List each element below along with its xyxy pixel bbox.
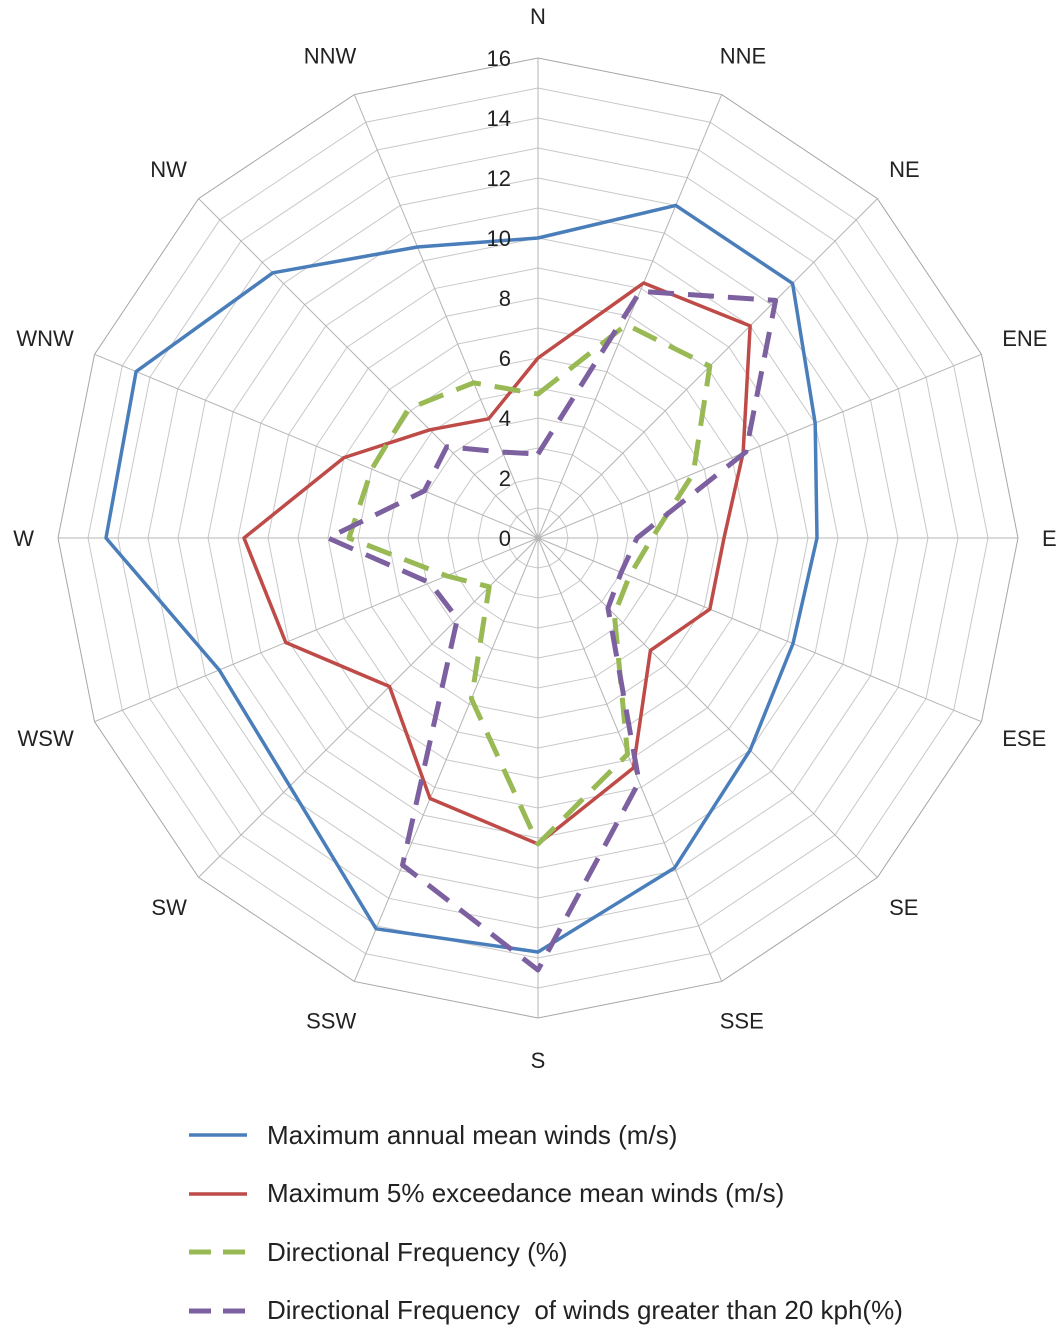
direction-label-w: W bbox=[13, 526, 34, 551]
direction-label-ene: ENE bbox=[1002, 326, 1047, 351]
radial-tick-label: 16 bbox=[487, 46, 511, 71]
direction-label-e: E bbox=[1042, 526, 1057, 551]
grid-spoke bbox=[95, 538, 538, 722]
direction-label-ese: ESE bbox=[1002, 726, 1046, 751]
radial-tick-label: 2 bbox=[499, 466, 511, 491]
direction-label-sse: SSE bbox=[720, 1008, 764, 1033]
series-line-2 bbox=[244, 283, 750, 844]
legend: Maximum annual mean winds (m/s) Maximum 5… bbox=[185, 1106, 903, 1340]
direction-label-se: SE bbox=[889, 895, 918, 920]
direction-label-ssw: SSW bbox=[306, 1008, 356, 1033]
legend-item-2: Maximum 5% exceedance mean winds (m/s) bbox=[185, 1165, 903, 1224]
direction-label-nnw: NNW bbox=[304, 44, 357, 69]
legend-label: Maximum annual mean winds (m/s) bbox=[267, 1120, 677, 1151]
legend-swatch-1 bbox=[185, 1120, 251, 1150]
series-line-4 bbox=[328, 291, 776, 970]
radial-tick-label: 14 bbox=[487, 106, 511, 131]
grid-spoke bbox=[538, 95, 722, 538]
direction-label-ne: NE bbox=[889, 157, 920, 182]
direction-label-nw: NW bbox=[150, 157, 187, 182]
radial-tick-label: 4 bbox=[499, 406, 511, 431]
radar-chart: 0 2 4 6 8 10 12 14 16 N NNE NE ENE E ESE SE SSE S SSW SW WSW… bbox=[0, 0, 1063, 1100]
legend-item-3: Directional Frequency (%) bbox=[185, 1223, 903, 1282]
radial-tick-label: 0 bbox=[499, 526, 511, 551]
radar-series bbox=[106, 205, 817, 970]
radial-tick-label: 8 bbox=[499, 286, 511, 311]
direction-label-s: S bbox=[531, 1048, 546, 1073]
legend-swatch-4 bbox=[185, 1296, 251, 1326]
direction-label-sw: SW bbox=[151, 895, 187, 920]
legend-label: Directional Frequency (%) bbox=[267, 1237, 568, 1268]
direction-label-nne: NNE bbox=[720, 44, 766, 69]
legend-item-1: Maximum annual mean winds (m/s) bbox=[185, 1106, 903, 1165]
direction-label-n: N bbox=[530, 4, 546, 29]
legend-label: Directional Frequency of winds greater t… bbox=[267, 1295, 903, 1326]
radar-grid bbox=[58, 58, 1018, 1018]
radial-tick-label: 6 bbox=[499, 346, 511, 371]
legend-swatch-2 bbox=[185, 1179, 251, 1209]
direction-label-wsw: WSW bbox=[18, 726, 74, 751]
legend-label: Maximum 5% exceedance mean winds (m/s) bbox=[267, 1178, 784, 1209]
radial-tick-label: 10 bbox=[487, 226, 511, 251]
legend-swatch-3 bbox=[185, 1237, 251, 1267]
radial-tick-label: 12 bbox=[487, 166, 511, 191]
legend-item-4: Directional Frequency of winds greater t… bbox=[185, 1282, 903, 1340]
direction-label-wnw: WNW bbox=[16, 326, 74, 351]
grid-spoke bbox=[538, 538, 981, 722]
